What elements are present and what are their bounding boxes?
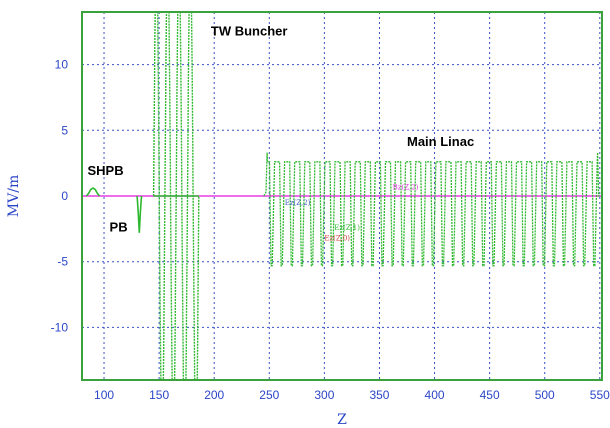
annotation-label: SHPB <box>88 163 124 178</box>
x-tick-label: 150 <box>149 388 169 402</box>
plot-frame <box>81 11 603 381</box>
x-tick-label: 250 <box>259 388 279 402</box>
y-tick-label: 10 <box>55 58 69 72</box>
y-axis-label: MV/m <box>6 175 22 217</box>
y-tick-label: -5 <box>57 255 68 269</box>
x-tick-label: 100 <box>94 388 114 402</box>
y-tick-label: -10 <box>51 320 69 334</box>
x-tick-label: 450 <box>480 388 500 402</box>
annotation-label: Main Linac <box>407 134 474 149</box>
shpb-field-line <box>85 187 101 197</box>
y-tick-label: 0 <box>61 189 68 203</box>
field-tag-label: Ez(Z,2) <box>285 199 311 207</box>
pb-field-line <box>136 195 143 233</box>
plot-area <box>82 12 602 380</box>
tw-buncher-field-line <box>152 12 200 380</box>
annotations: Ez(Z,2) Bz(Z,2) Ez(Z,0) Ez(Z,1) TW Buncher Ma… <box>88 24 475 243</box>
x-axis-label: Z <box>337 412 347 428</box>
field-tag-label: Ez(Z,0) <box>324 235 350 243</box>
x-tick-label: 550 <box>590 388 610 402</box>
annotation-label: TW Buncher <box>211 24 288 39</box>
main-linac-field-line <box>263 152 601 267</box>
x-tick-label: 300 <box>314 388 334 402</box>
x-tick-label: 350 <box>369 388 389 402</box>
field-tag-label: Ez(Z,1) <box>334 224 360 232</box>
annotation-label: PB <box>110 219 128 234</box>
x-tick-label: 400 <box>425 388 445 402</box>
x-tick-label: 500 <box>535 388 555 402</box>
y-tick-label: 5 <box>61 123 68 137</box>
field-tag-label: Bz(Z,2) <box>393 183 419 191</box>
tick-labels: 100 150 200 250 300 350 400 450 500 550 10 5 0 -5 -10 <box>51 58 610 402</box>
x-tick-label: 200 <box>204 388 224 402</box>
